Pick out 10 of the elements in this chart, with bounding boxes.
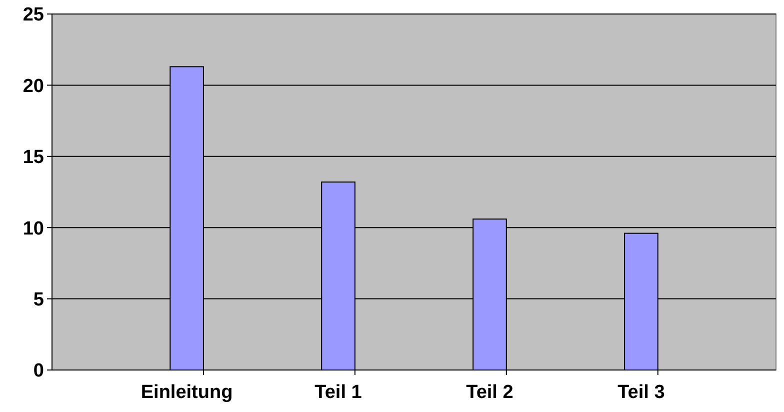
y-tick-label: 10 <box>22 218 44 240</box>
x-tick-label: Teil 1 <box>314 382 362 403</box>
x-tick-label: Einleitung <box>140 382 233 403</box>
y-tick-label: 0 <box>33 360 44 382</box>
x-tick-label: Teil 2 <box>466 382 514 403</box>
y-tick-label: 15 <box>22 147 44 168</box>
y-tick-label: 25 <box>22 4 44 26</box>
y-tick-label: 20 <box>22 76 44 97</box>
x-tick-label: Teil 3 <box>618 382 665 403</box>
y-tick-label: 5 <box>33 289 44 310</box>
